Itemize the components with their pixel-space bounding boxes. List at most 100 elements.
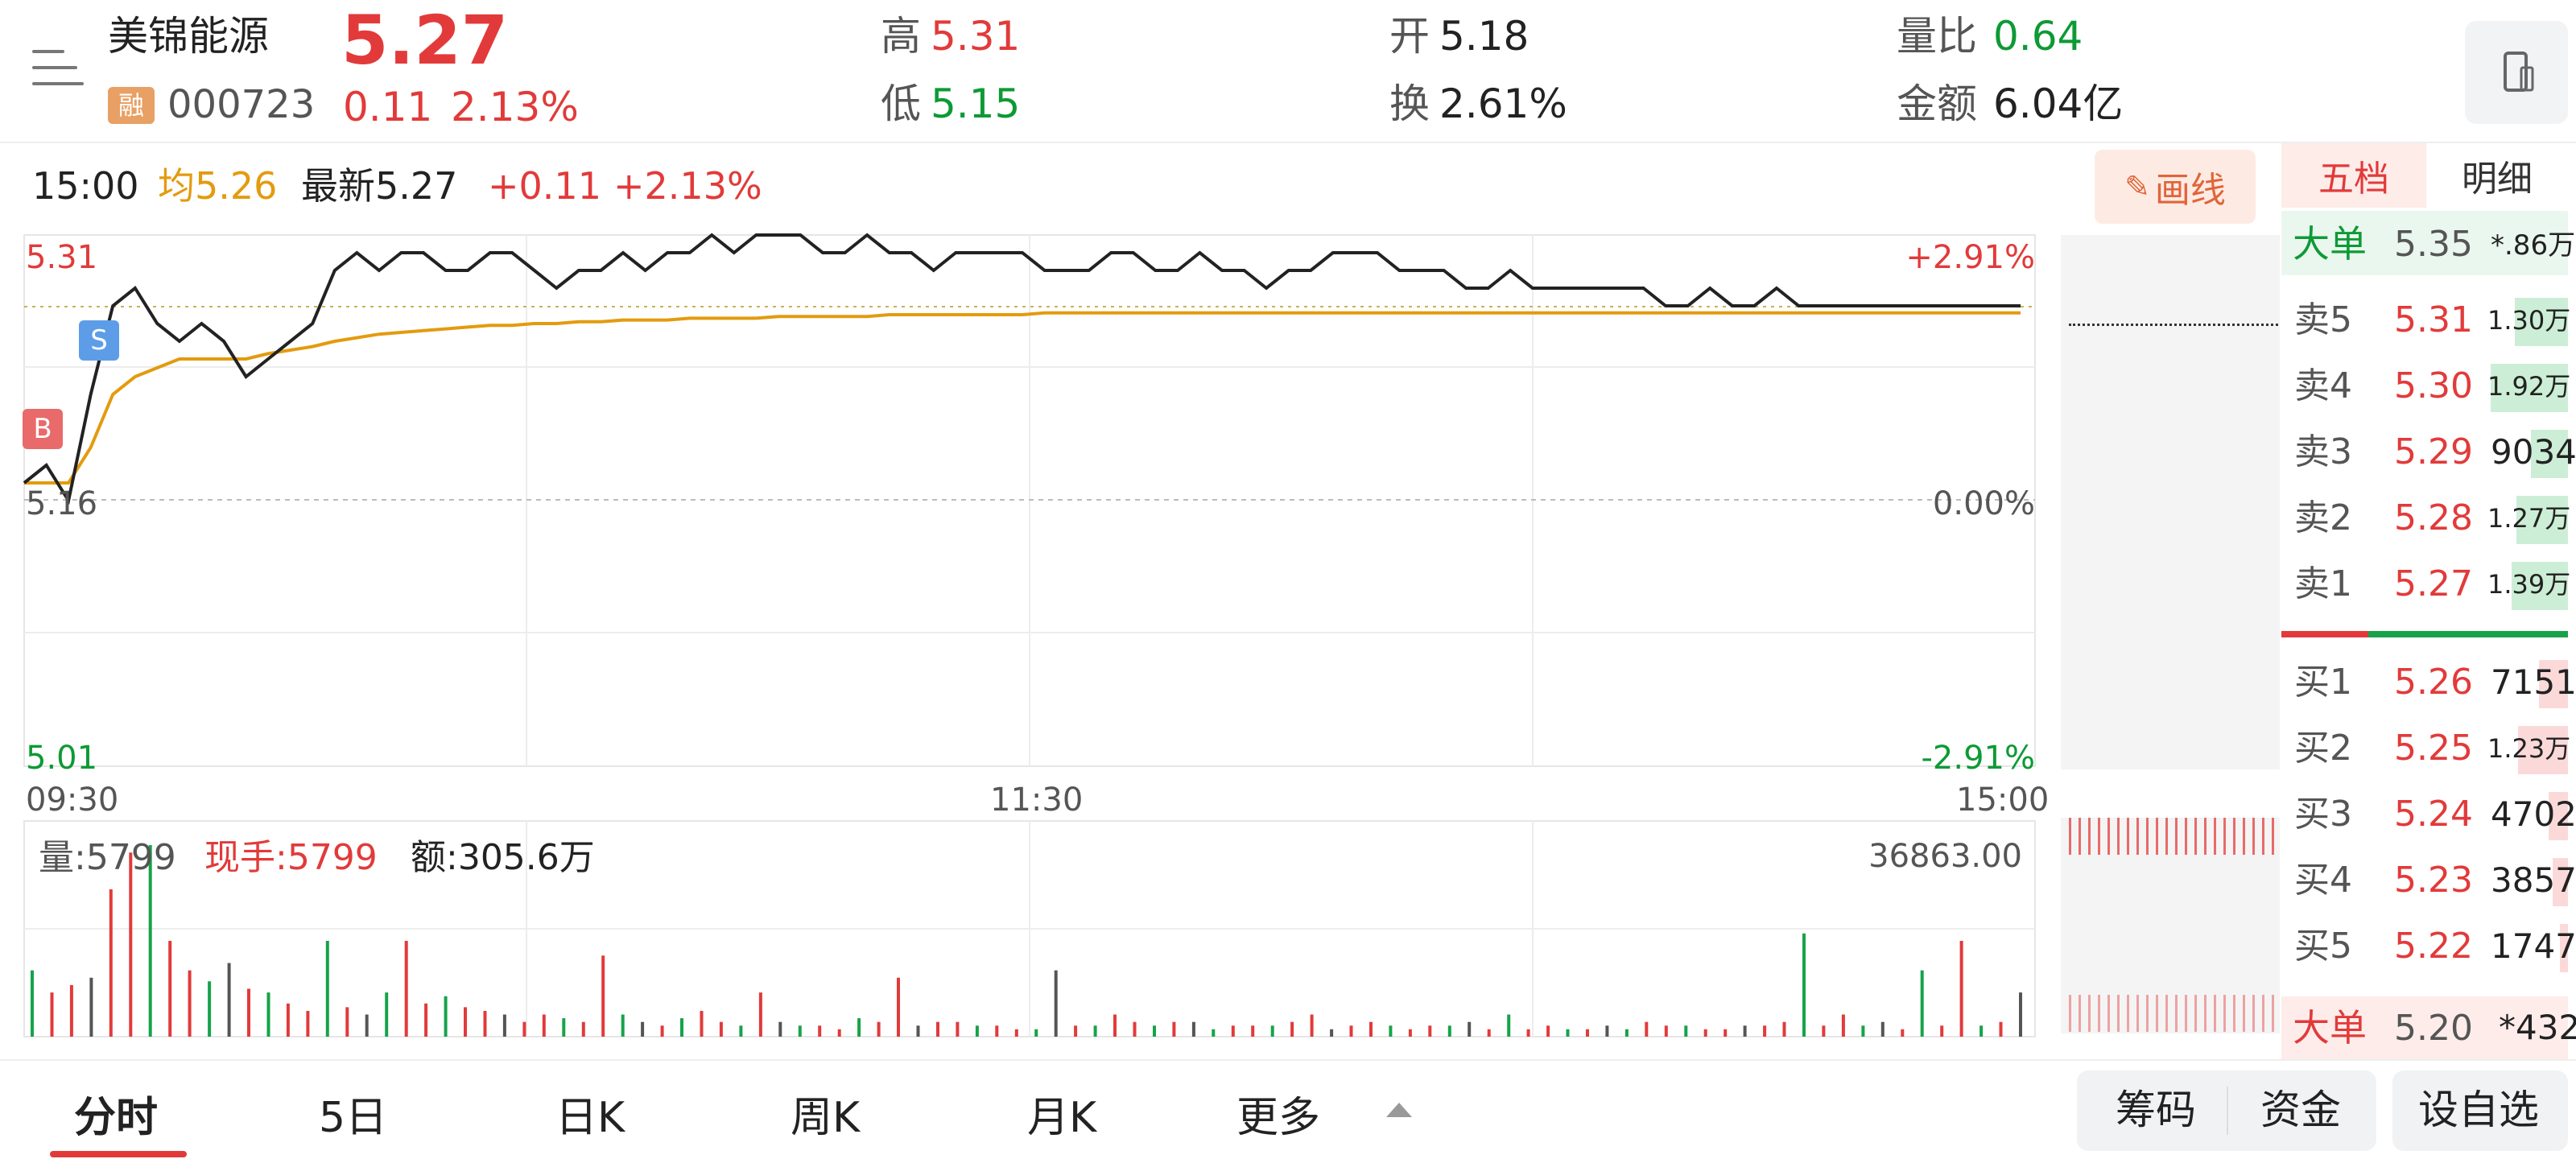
- draw-line-button[interactable]: ✎ 画线: [2095, 150, 2256, 224]
- add-watchlist-button[interactable]: 设自选: [2392, 1070, 2568, 1151]
- sell-volume: 1.30万: [2487, 305, 2571, 336]
- pct-bottom-label: -2.91%: [1921, 740, 2035, 777]
- open-value: 5.18: [1439, 13, 1530, 60]
- sell-label: 卖1: [2294, 563, 2352, 604]
- tab-intraday[interactable]: 分时: [74, 1094, 159, 1142]
- chips-funds-group: 筹码 资金: [2077, 1070, 2376, 1151]
- big-buy-vol: *432: [2499, 1008, 2576, 1047]
- sell-volume: 1.92万: [2487, 371, 2571, 402]
- price-line: [23, 233, 2021, 505]
- amount-value: 6.04亿: [1993, 80, 2124, 127]
- info-latest: 最新5.27: [301, 164, 458, 208]
- buy-volume: 7151: [2491, 662, 2576, 702]
- active-tab-indicator: [50, 1151, 187, 1157]
- chart-grid: [23, 234, 2036, 1037]
- landscape-toggle-button[interactable]: [2465, 21, 2568, 124]
- pct-mid-label: 0.00%: [1932, 485, 2035, 522]
- tab-more[interactable]: 更多: [1236, 1094, 1321, 1142]
- sell-label: 卖5: [2294, 299, 2352, 340]
- sell-row[interactable]: 卖1 5.27 1.39万: [2281, 552, 2570, 617]
- buy-volume: 1.23万: [2487, 733, 2571, 764]
- phone-rotate-icon: [2504, 52, 2534, 92]
- info-change: +0.11: [488, 164, 601, 208]
- volume-max-label: 36863.00: [1868, 838, 2022, 875]
- tab-5day[interactable]: 5日: [319, 1094, 388, 1142]
- buy-price: 5.23: [2394, 860, 2473, 901]
- sell-volume-bar: [2491, 364, 2568, 412]
- tab-daily-k[interactable]: 日K: [555, 1094, 625, 1142]
- buy-volume-bar: [2539, 660, 2568, 708]
- big-sell-row: 大单 5.35 *.86万: [2281, 211, 2575, 275]
- info-change-pct: +2.13%: [613, 164, 762, 208]
- volume-amount-label: 额:305.6万: [411, 837, 595, 878]
- buy-marker[interactable]: B: [23, 409, 63, 449]
- buy-volume-bar: [2518, 726, 2568, 774]
- buy-price: 5.22: [2394, 926, 2473, 967]
- funds-button[interactable]: 资金: [2260, 1087, 2341, 1133]
- big-buy-row: 大单 5.20 *432: [2281, 996, 2576, 1061]
- tab-five-levels[interactable]: 五档: [2281, 143, 2426, 208]
- sell-row[interactable]: 卖3 5.29 9034: [2281, 420, 2576, 485]
- volume-label: 量:5799: [39, 837, 176, 878]
- turnover-label: 换: [1389, 80, 1430, 127]
- sell-volume: 9034: [2491, 432, 2576, 472]
- sell-price: 5.27: [2394, 563, 2473, 604]
- y-mid-label: 5.16: [26, 485, 98, 522]
- sell-marker[interactable]: S: [79, 320, 119, 361]
- stock-code: 000723: [167, 82, 316, 127]
- chips-button[interactable]: 筹码: [2116, 1087, 2196, 1133]
- buy-row[interactable]: 买3 5.24 4702: [2281, 782, 2576, 847]
- tab-weekly-k[interactable]: 周K: [791, 1094, 861, 1142]
- buy-row[interactable]: 买1 5.26 7151: [2281, 650, 2576, 715]
- ratio-bar-sell: [2368, 631, 2568, 637]
- sell-price: 5.29: [2394, 431, 2473, 472]
- big-sell-price: 5.35: [2394, 224, 2473, 265]
- sell-label: 卖2: [2294, 497, 2352, 538]
- pct-top-label: +2.91%: [1905, 239, 2035, 276]
- low-value: 5.15: [931, 80, 1021, 127]
- sell-volume-bar: [2512, 562, 2568, 610]
- buy-price: 5.24: [2394, 794, 2473, 835]
- big-sell-label: 大单: [2293, 222, 2367, 266]
- sell-row[interactable]: 卖4 5.30 1.92万: [2281, 354, 2571, 419]
- bottom-divider: [0, 1059, 2576, 1061]
- more-caret-icon[interactable]: [1386, 1103, 1412, 1117]
- intraday-chart[interactable]: [0, 225, 2061, 1046]
- current-hand-label: 现手:5799: [204, 837, 378, 878]
- buy-label: 买3: [2294, 794, 2352, 835]
- sell-row[interactable]: 卖5 5.31 1.30万: [2281, 288, 2571, 353]
- buy-label: 买4: [2294, 860, 2352, 901]
- tab-detail[interactable]: 明细: [2462, 159, 2533, 200]
- low-label: 低: [881, 80, 921, 127]
- vol-ratio-value: 0.64: [1993, 13, 2083, 60]
- menu-icon[interactable]: [32, 47, 84, 92]
- buy-row[interactable]: 买2 5.25 1.23万: [2281, 716, 2571, 781]
- vol-ratio-label: 量比: [1897, 13, 1977, 60]
- chips-funds-divider: [2227, 1087, 2228, 1135]
- x-start-label: 09:30: [26, 782, 119, 819]
- big-buy-label: 大单: [2293, 1006, 2367, 1050]
- info-avg: 均5.26: [158, 164, 278, 208]
- buy-row[interactable]: 买5 5.22 1747: [2281, 914, 2576, 979]
- side-mini-chart: [2061, 235, 2280, 769]
- stock-name: 美锦能源: [108, 13, 269, 60]
- high-label: 高: [881, 13, 921, 60]
- y-bottom-label: 5.01: [26, 740, 98, 777]
- volume-bars: [31, 845, 2022, 1037]
- buy-row[interactable]: 买4 5.23 3857: [2281, 848, 2576, 913]
- big-buy-price: 5.20: [2394, 1008, 2473, 1049]
- margin-badge: 融: [108, 87, 155, 124]
- sell-price: 5.30: [2394, 365, 2473, 406]
- sell-row[interactable]: 卖2 5.28 1.27万: [2281, 486, 2570, 551]
- buy-label: 买2: [2294, 728, 2352, 769]
- big-sell-vol: *.86万: [2491, 229, 2576, 262]
- info-time: 15:00: [32, 164, 139, 208]
- turnover-value: 2.61%: [1439, 80, 1567, 127]
- sell-volume-bar: [2531, 430, 2568, 478]
- open-label: 开: [1389, 13, 1430, 60]
- high-value: 5.31: [931, 13, 1021, 60]
- buy-volume-bar: [2549, 792, 2568, 840]
- current-price: 5.27: [341, 1, 509, 80]
- tab-monthly-k[interactable]: 月K: [1027, 1094, 1097, 1142]
- side-mini-volume: [2061, 818, 2280, 1033]
